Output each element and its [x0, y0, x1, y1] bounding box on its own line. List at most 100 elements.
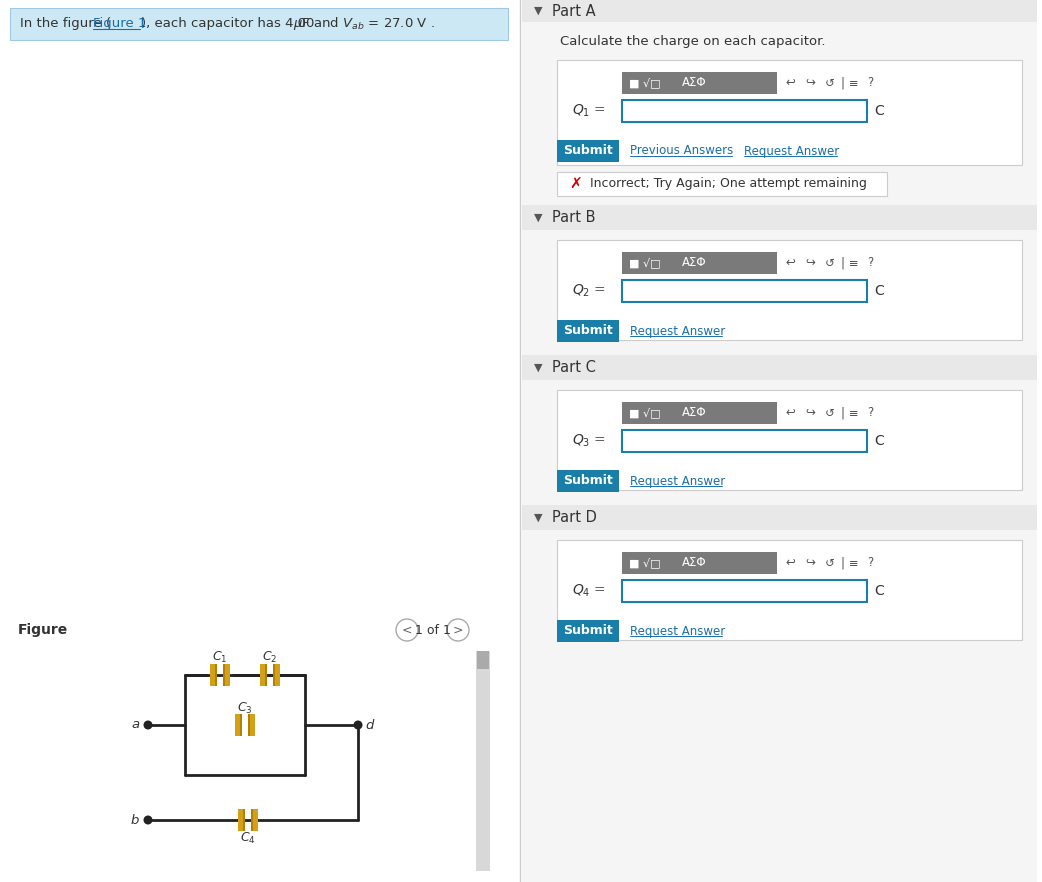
Text: $C_3$: $C_3$: [238, 700, 253, 715]
Bar: [10, 8, 508, 40]
Bar: [557, 320, 619, 342]
Text: ↺: ↺: [825, 407, 835, 420]
Bar: [622, 252, 777, 274]
Text: ▼: ▼: [534, 213, 543, 223]
Text: ?: ?: [867, 557, 873, 570]
Text: ↺: ↺: [825, 557, 835, 570]
Text: ■ √□: ■ √□: [629, 407, 661, 418]
Bar: [522, 0, 1037, 22]
Bar: [210, 664, 217, 686]
Bar: [240, 714, 242, 736]
Text: Part A: Part A: [552, 4, 596, 19]
Text: Submit: Submit: [563, 145, 613, 158]
Text: ■ √□: ■ √□: [629, 557, 661, 568]
Text: $Q_2$ =: $Q_2$ =: [572, 283, 606, 299]
Bar: [223, 664, 230, 686]
Bar: [557, 60, 1022, 165]
Circle shape: [144, 721, 152, 729]
Text: Submit: Submit: [563, 325, 613, 338]
Text: ▼: ▼: [534, 363, 543, 373]
Text: ↪: ↪: [805, 557, 815, 570]
Text: $C_4$: $C_4$: [240, 831, 256, 846]
Text: Figure: Figure: [18, 623, 68, 637]
Text: Figure 1: Figure 1: [93, 18, 147, 31]
Text: C: C: [874, 434, 884, 448]
Text: C: C: [874, 284, 884, 298]
Text: Incorrect; Try Again; One attempt remaining: Incorrect; Try Again; One attempt remain…: [590, 177, 867, 191]
Text: ?: ?: [867, 407, 873, 420]
Text: <: <: [402, 624, 413, 637]
Bar: [622, 100, 867, 122]
Text: $C_1$: $C_1$: [213, 649, 228, 664]
Text: ↪: ↪: [805, 407, 815, 420]
Text: ✗: ✗: [569, 176, 581, 191]
Bar: [557, 240, 1022, 340]
Bar: [622, 72, 777, 94]
Circle shape: [353, 721, 363, 729]
Bar: [243, 809, 245, 831]
Bar: [223, 664, 225, 686]
Text: >: >: [453, 624, 464, 637]
Bar: [248, 714, 255, 736]
Bar: [522, 205, 1037, 230]
Bar: [622, 402, 777, 424]
Text: Part C: Part C: [552, 361, 596, 376]
Text: ↩: ↩: [785, 77, 795, 89]
Text: $Q_3$ =: $Q_3$ =: [572, 433, 606, 449]
Bar: [238, 809, 245, 831]
Text: Submit: Submit: [563, 624, 613, 638]
Text: $Q_1$ =: $Q_1$ =: [572, 103, 606, 119]
Text: ■ √□: ■ √□: [629, 258, 661, 268]
Bar: [557, 140, 619, 162]
Bar: [215, 664, 217, 686]
Text: Submit: Submit: [563, 475, 613, 488]
Text: In the figure (: In the figure (: [20, 18, 111, 31]
Bar: [235, 714, 242, 736]
Text: ΑΣΦ: ΑΣΦ: [683, 407, 706, 420]
Bar: [265, 664, 267, 686]
Bar: [476, 651, 490, 871]
Text: $\mu$F and $V_{ab}$ = 27.0 V .: $\mu$F and $V_{ab}$ = 27.0 V .: [293, 16, 435, 33]
Bar: [522, 0, 1037, 882]
Bar: [248, 714, 250, 736]
Text: | ≡: | ≡: [841, 407, 859, 420]
Text: ΑΣΦ: ΑΣΦ: [683, 557, 706, 570]
Text: ?: ?: [867, 257, 873, 270]
Text: Request Answer: Request Answer: [630, 624, 725, 638]
Text: ↩: ↩: [785, 407, 795, 420]
Text: ↩: ↩: [785, 557, 795, 570]
Text: ■ √□: ■ √□: [629, 78, 661, 88]
Text: $C_2$: $C_2$: [263, 649, 277, 664]
Text: ↩: ↩: [785, 257, 795, 270]
Bar: [522, 505, 1037, 530]
Text: C: C: [874, 104, 884, 118]
Text: ?: ?: [867, 77, 873, 89]
Bar: [273, 664, 275, 686]
Bar: [557, 470, 619, 492]
Text: Request Answer: Request Answer: [630, 475, 725, 488]
Bar: [622, 280, 867, 302]
Text: ▼: ▼: [534, 6, 543, 16]
Bar: [557, 172, 887, 196]
Text: 1 of 1: 1 of 1: [415, 624, 451, 637]
Text: $Q_4$ =: $Q_4$ =: [572, 583, 606, 599]
Text: $b$: $b$: [130, 813, 140, 827]
Bar: [622, 580, 867, 602]
Text: | ≡: | ≡: [841, 557, 859, 570]
Bar: [557, 540, 1022, 640]
Text: ↪: ↪: [805, 77, 815, 89]
Text: ), each capacitor has 4.00: ), each capacitor has 4.00: [141, 18, 319, 31]
Text: Part D: Part D: [552, 511, 597, 526]
Text: $d$: $d$: [365, 718, 375, 732]
Text: ↪: ↪: [805, 257, 815, 270]
Bar: [622, 552, 777, 574]
Text: ↺: ↺: [825, 77, 835, 89]
Text: ▼: ▼: [534, 513, 543, 523]
Text: ↺: ↺: [825, 257, 835, 270]
Text: $a$: $a$: [130, 719, 140, 731]
Bar: [260, 664, 267, 686]
Bar: [522, 355, 1037, 380]
Text: ΑΣΦ: ΑΣΦ: [683, 257, 706, 270]
Text: | ≡: | ≡: [841, 257, 859, 270]
Text: Part B: Part B: [552, 211, 595, 226]
